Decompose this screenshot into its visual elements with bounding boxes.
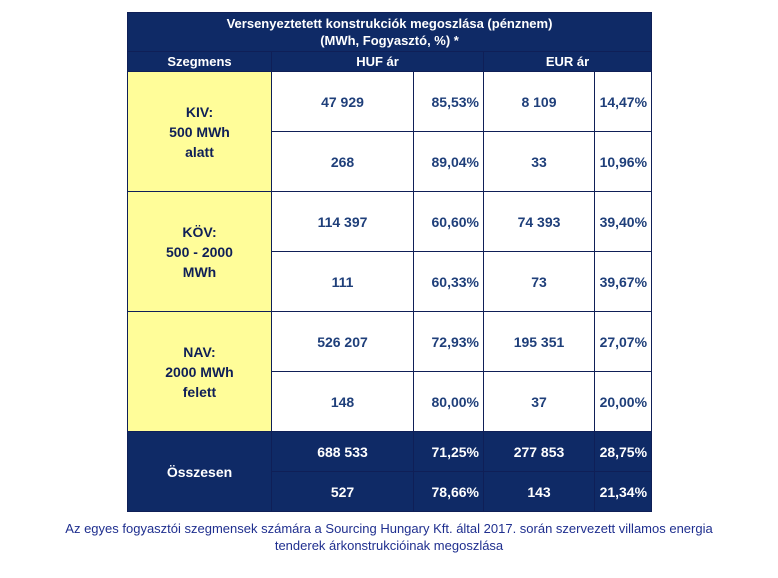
table-row: KIV: 500 MWh alatt 47 929 85,53% 8 109 1… (127, 71, 653, 192)
caption-line1: Az egyes fogyasztói szegmensek számára a… (65, 521, 713, 536)
huf-pct-cell: 89,04% (413, 131, 484, 192)
eur-value-cell: 73 (483, 251, 595, 312)
table-row: KÖV: 500 - 2000 MWh 114 397 60,60% 74 39… (127, 191, 653, 312)
huf-value-cell: 47 929 (271, 71, 414, 132)
header-segment: Szegmens (127, 51, 272, 72)
segment-label-line: 2000 MWh (165, 363, 234, 380)
segment-label-line: NAV: (183, 343, 216, 360)
total-row: Összesen 688 533 71,25% 277 853 28,75% (127, 431, 653, 512)
huf-value-cell: 148 (271, 371, 414, 432)
segment-label-line: 500 MWh (169, 123, 230, 140)
eur-value-cell: 195 351 (483, 311, 595, 372)
table-caption: Az egyes fogyasztói szegmensek számára a… (0, 520, 778, 554)
total-row: 527 78,66% 143 21,34% (128, 471, 653, 512)
eur-value-cell: 74 393 (483, 191, 595, 252)
total-eur-pct-cell: 28,75% (593, 431, 653, 472)
huf-pct-cell: 80,00% (413, 371, 484, 432)
table-row: 148 80,00% 37 20,00% (128, 371, 653, 432)
segment-label-kov: KÖV: 500 - 2000 MWh (127, 191, 272, 312)
eur-value-cell: 8 109 (483, 71, 595, 132)
eur-value-cell: 37 (483, 371, 595, 432)
caption-line2: tenderek árkonstrukcióinak megoszlása (274, 538, 504, 553)
segment-label-line: KÖV: (182, 223, 217, 240)
huf-pct-cell: 85,53% (413, 71, 484, 132)
total-label: Összesen (127, 431, 272, 512)
total-eur-value-cell: 143 (483, 471, 595, 512)
eur-value-cell: 33 (483, 131, 595, 192)
eur-pct-cell: 20,00% (593, 371, 653, 432)
table-row: 268 89,04% 33 10,96% (128, 131, 653, 192)
table-row: 111 60,33% 73 39,67% (128, 251, 653, 312)
title-row: Versenyeztetett konstrukciók megoszlása … (126, 12, 653, 52)
eur-pct-cell: 14,47% (593, 71, 653, 132)
huf-value-cell: 526 207 (271, 311, 414, 372)
segment-label-line: MWh (182, 263, 217, 280)
total-huf-pct-cell: 78,66% (413, 471, 484, 512)
total-huf-pct-cell: 71,25% (413, 431, 484, 472)
eur-pct-cell: 10,96% (593, 131, 653, 192)
segment-label-line: felett (182, 383, 217, 400)
table-title-line2: (MWh, Fogyasztó, %) * (320, 33, 459, 48)
segment-label-kiv: KIV: 500 MWh alatt (127, 71, 272, 192)
huf-value-cell: 114 397 (271, 191, 414, 252)
total-huf-value-cell: 688 533 (271, 431, 414, 472)
eur-pct-cell: 27,07% (593, 311, 653, 372)
header-row: Szegmens HUF ár EUR ár (127, 51, 653, 72)
segment-label-nav: NAV: 2000 MWh felett (127, 311, 272, 432)
distribution-table: Versenyeztetett konstrukciók megoszlása … (126, 12, 653, 512)
header-eur: EUR ár (482, 51, 653, 72)
header-huf: HUF ár (271, 51, 484, 72)
total-huf-value-cell: 527 (271, 471, 414, 512)
total-eur-value-cell: 277 853 (483, 431, 595, 472)
huf-pct-cell: 60,60% (413, 191, 484, 252)
table-title: Versenyeztetett konstrukciók megoszlása … (126, 12, 653, 52)
huf-pct-cell: 60,33% (413, 251, 484, 312)
huf-value-cell: 268 (271, 131, 414, 192)
table-row: NAV: 2000 MWh felett 526 207 72,93% 195 … (127, 311, 653, 432)
huf-value-cell: 111 (271, 251, 414, 312)
total-eur-pct-cell: 21,34% (593, 471, 653, 512)
table-title-line1: Versenyeztetett konstrukciók megoszlása … (226, 16, 553, 31)
segment-label-line: KIV: (185, 103, 214, 120)
segment-label-line: 500 - 2000 (166, 243, 233, 260)
segment-label-line: alatt (185, 143, 214, 160)
huf-pct-cell: 72,93% (413, 311, 484, 372)
eur-pct-cell: 39,40% (593, 191, 653, 252)
eur-pct-cell: 39,67% (593, 251, 653, 312)
